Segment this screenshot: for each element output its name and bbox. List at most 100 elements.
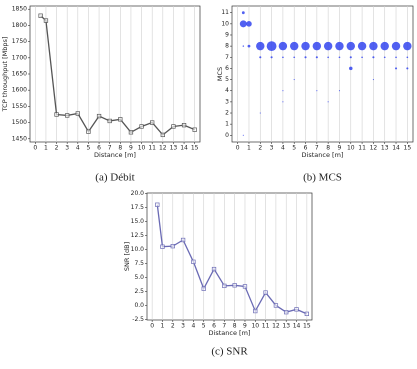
y-tick-label: 11	[221, 9, 229, 16]
bubble	[406, 67, 409, 70]
x-tick-label: 5	[292, 145, 296, 152]
x-tick-label: 12	[159, 145, 167, 152]
y-tick-label: -2.5	[132, 316, 144, 323]
y-tick-label: 7.5	[134, 260, 144, 267]
bubble	[383, 56, 386, 59]
point	[191, 259, 196, 264]
bubble	[357, 41, 367, 51]
x-tick-label: 5	[87, 145, 91, 152]
x-tick-label: 3	[65, 145, 69, 152]
bubble	[246, 21, 252, 27]
x-tick-label: 10	[138, 145, 146, 152]
point	[284, 310, 289, 315]
x-tick-label: 9	[338, 145, 342, 152]
plot-area	[146, 192, 313, 321]
bubble	[259, 56, 262, 59]
point	[263, 290, 268, 295]
point	[253, 308, 258, 314]
point	[304, 311, 309, 316]
x-tick-label: 8	[326, 145, 330, 152]
bubble	[316, 90, 318, 92]
bubble	[282, 90, 284, 92]
y-tick-label: 1500	[12, 119, 27, 126]
y-tick-label: 5	[225, 76, 229, 83]
y-tick-label: 6	[225, 65, 229, 72]
x-axis-label: Distance [m]	[302, 151, 344, 159]
point	[273, 303, 279, 308]
x-tick-label: 7	[222, 323, 226, 330]
bubble	[327, 101, 329, 103]
bubble	[247, 44, 251, 48]
bubble	[256, 41, 265, 51]
bubble	[293, 79, 295, 81]
bubble	[391, 41, 401, 51]
y-tick-label: 0	[225, 132, 229, 139]
x-tick-label: 4	[191, 323, 195, 330]
point	[160, 132, 165, 138]
point	[118, 117, 123, 122]
bubble	[346, 41, 355, 51]
bubble	[323, 41, 333, 51]
y-tick-label: 1850	[12, 6, 27, 13]
x-tick-label: 2	[171, 323, 175, 330]
point	[171, 124, 176, 129]
point	[192, 127, 197, 132]
x-tick-label: 15	[303, 323, 311, 330]
y-tick-label: 1750	[12, 38, 27, 45]
point	[38, 13, 43, 18]
x-tick-label: 4	[76, 145, 80, 152]
x-tick-label: 13	[381, 145, 389, 152]
y-axis-label: SNR [dB]	[123, 242, 131, 271]
x-tick-label: 1	[44, 145, 48, 152]
point	[54, 112, 59, 117]
bubble	[242, 134, 244, 136]
bubble	[282, 101, 284, 103]
point	[86, 129, 91, 134]
x-tick-label: 2	[258, 145, 262, 152]
point	[65, 113, 70, 118]
point	[155, 202, 160, 207]
bubble	[372, 56, 375, 59]
x-axis-label: Distance [m]	[94, 151, 136, 159]
bubble	[304, 56, 307, 59]
bubble	[315, 56, 318, 59]
y-axis-label: MCS	[216, 67, 224, 81]
point	[222, 283, 227, 289]
y-tick-label: 17.5	[131, 204, 145, 211]
x-tick-label: 9	[243, 323, 247, 330]
plot-area	[29, 5, 201, 143]
x-tick-label: 14	[180, 145, 188, 152]
x-tick-label: 10	[347, 145, 355, 152]
point	[180, 237, 186, 243]
bubble	[394, 67, 398, 70]
x-tick-label: 4	[281, 145, 285, 152]
bubble	[403, 41, 412, 51]
bubble	[338, 90, 341, 92]
x-tick-label: 3	[270, 145, 274, 152]
y-tick-label: 0.0	[134, 302, 144, 309]
x-tick-label: 0	[33, 145, 37, 152]
y-tick-label: 1650	[12, 71, 27, 78]
point	[211, 266, 217, 272]
bubble	[369, 41, 378, 51]
x-tick-label: 14	[392, 145, 400, 152]
caption: (a) Débit	[95, 172, 134, 184]
bubble	[270, 56, 273, 59]
caption: (c) SNR	[211, 346, 248, 358]
bubble	[349, 66, 353, 71]
point	[96, 113, 102, 119]
x-tick-label: 1	[247, 145, 251, 152]
y-tick-label: 1550	[12, 103, 27, 110]
x-tick-label: 14	[293, 323, 301, 330]
point	[107, 118, 112, 124]
point	[75, 111, 80, 116]
x-tick-label: 12	[272, 323, 280, 330]
bubble	[327, 56, 329, 59]
y-tick-label: 2	[225, 110, 229, 117]
subplot: 0 1 2 3 4 5 6 7 8 9 10 11 12 13 14 15145015001550160016…	[1, 5, 201, 184]
x-tick-label: 9	[129, 145, 133, 152]
y-tick-label: 1800	[12, 22, 27, 29]
subplot: 0 1 2 3 4 5 6 7 8 9 10 11 12 13 14 15-2.50.02.55.07.510…	[123, 190, 313, 358]
x-tick-label: 5	[202, 323, 206, 330]
